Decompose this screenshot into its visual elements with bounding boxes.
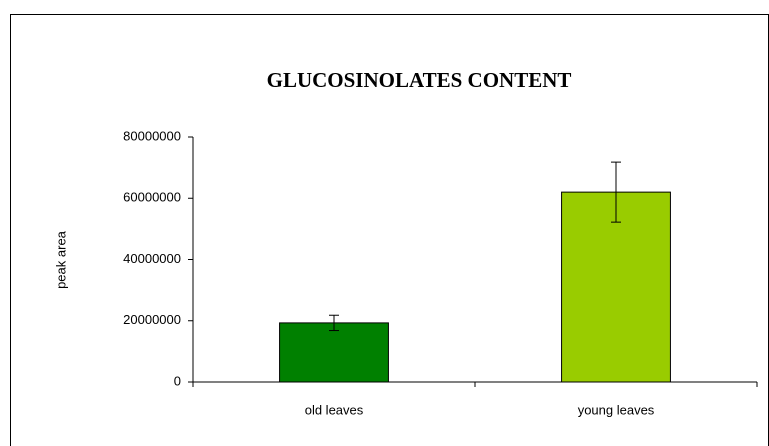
y-tick-label: 20000000 (123, 312, 181, 327)
bar (561, 191, 671, 383)
y-tick-label: 0 (174, 373, 181, 388)
y-tick-label: 60000000 (123, 190, 181, 205)
y-tick-label: 80000000 (123, 128, 181, 143)
error-bar (329, 314, 339, 332)
y-tick-label: 40000000 (123, 251, 181, 266)
bar (279, 322, 389, 383)
y-axis-label: peak area (53, 230, 68, 289)
x-tick-label: old leaves (305, 402, 364, 417)
x-tick-label: young leaves (578, 402, 655, 417)
chart-title: GLUCOSINOLATES CONTENT (267, 68, 572, 92)
error-bar (611, 161, 621, 223)
